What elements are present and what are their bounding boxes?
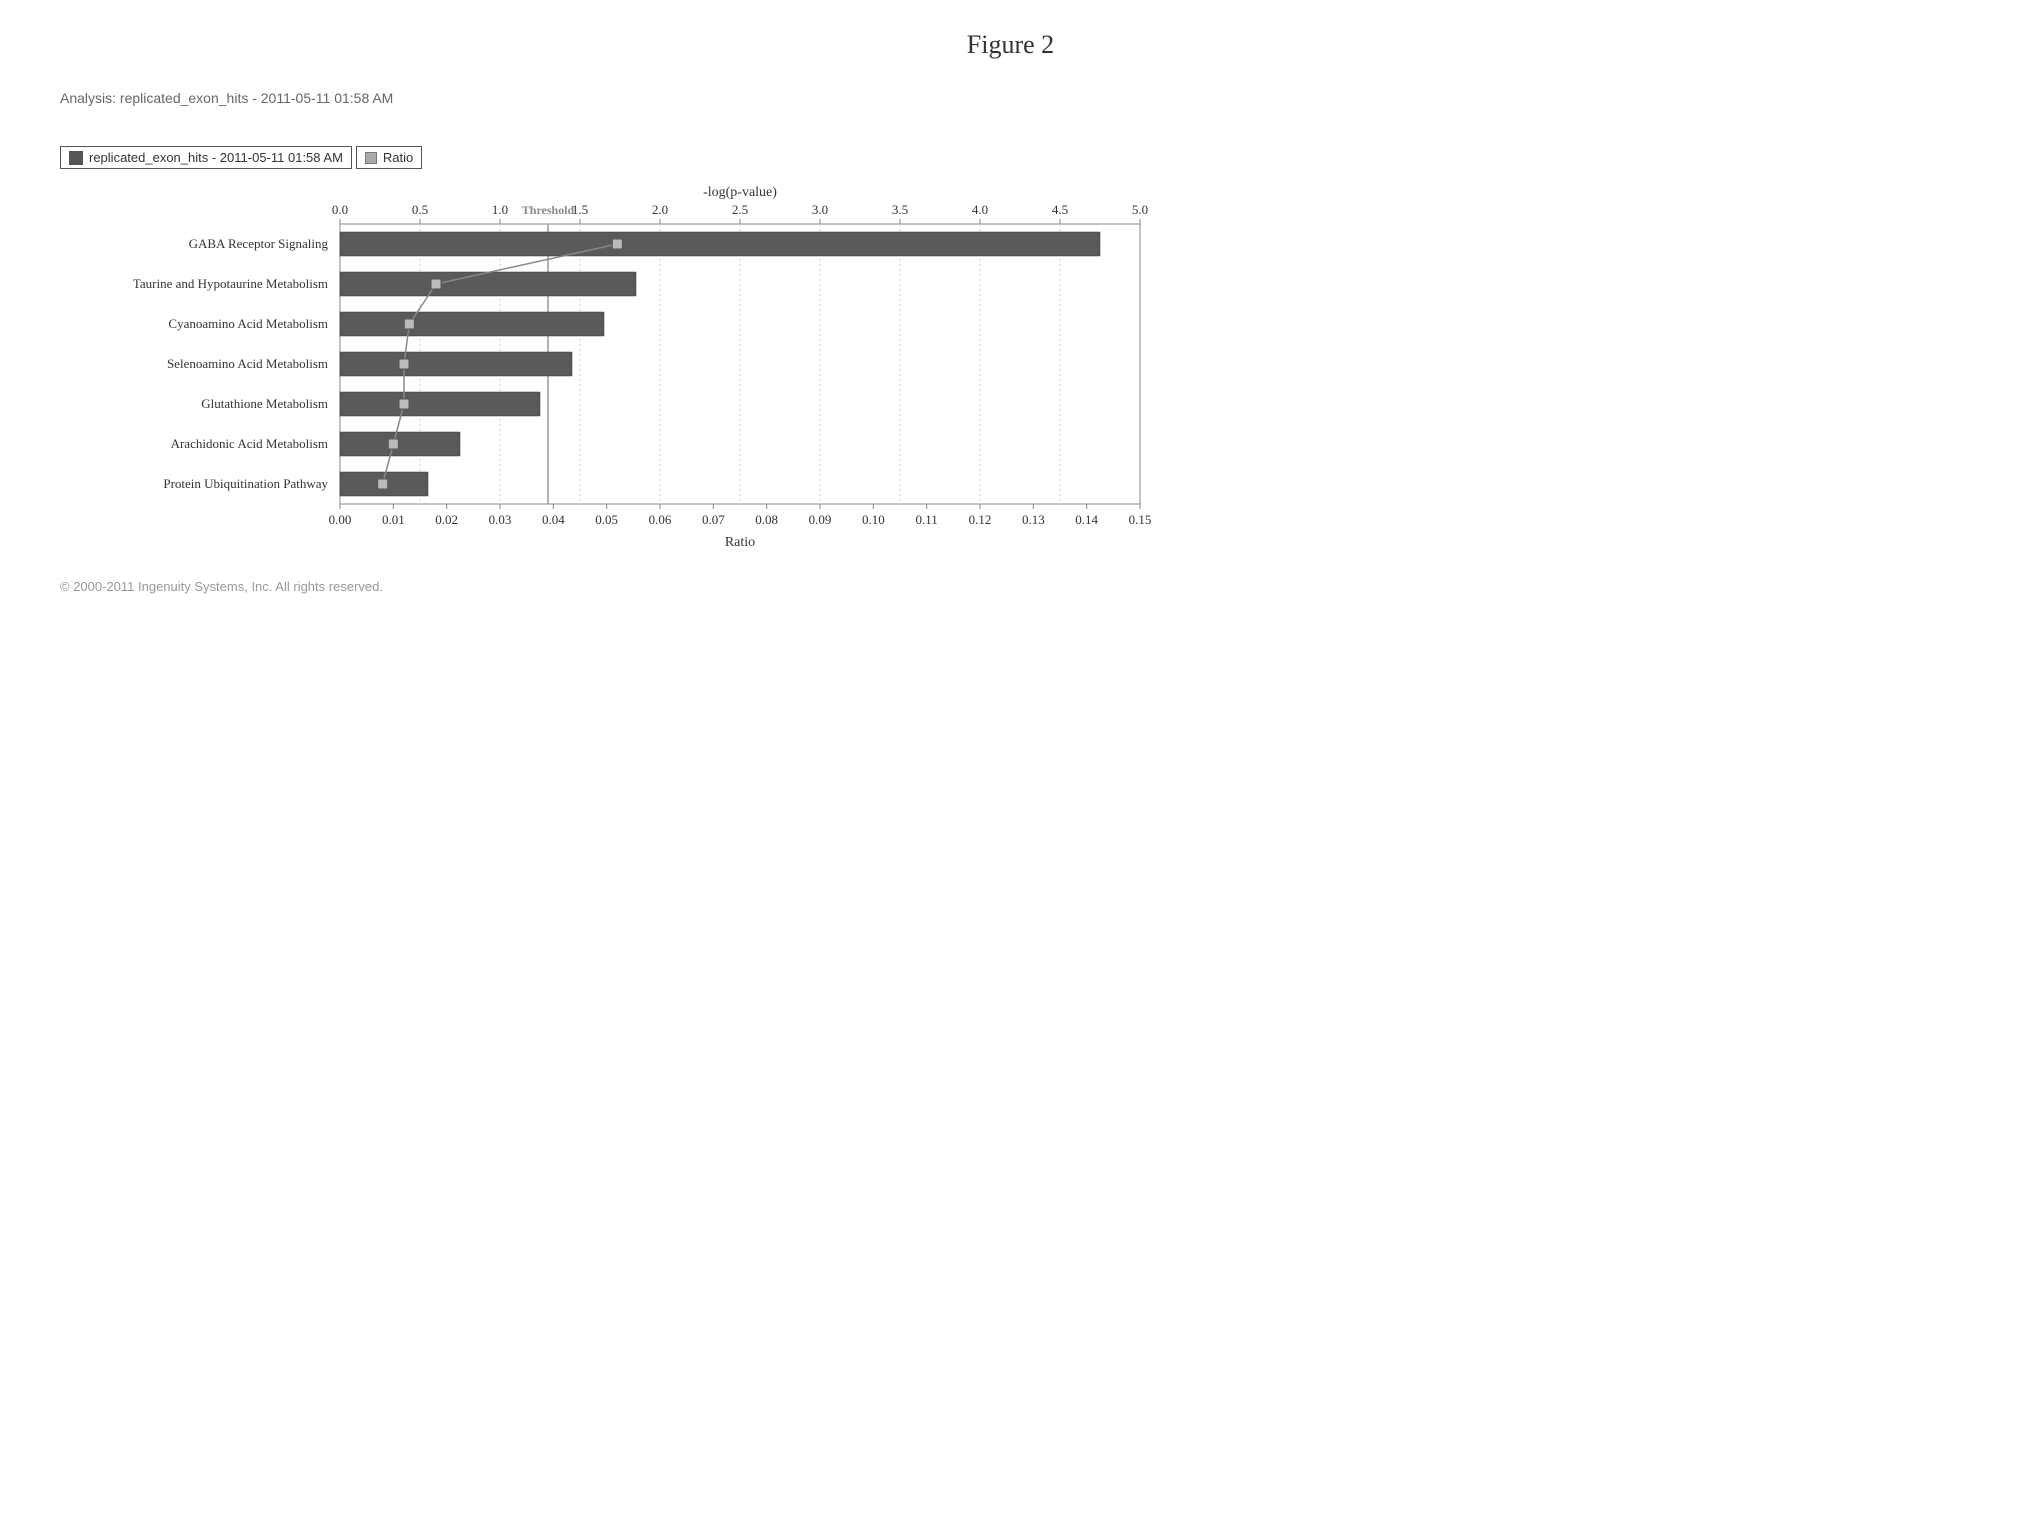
svg-text:0.06: 0.06: [649, 512, 672, 527]
legend-ratio-label: Ratio: [383, 150, 413, 165]
figure-title: Figure 2: [60, 30, 1961, 60]
svg-text:0.07: 0.07: [702, 512, 725, 527]
svg-text:Selenoamino Acid Metabolism: Selenoamino Acid Metabolism: [167, 356, 328, 371]
copyright-text: © 2000-2011 Ingenuity Systems, Inc. All …: [60, 579, 1961, 594]
svg-text:1.5: 1.5: [572, 202, 588, 217]
svg-text:Arachidonic Acid Metabolism: Arachidonic Acid Metabolism: [171, 436, 328, 451]
ratio-swatch-icon: [365, 152, 377, 164]
svg-text:0.13: 0.13: [1022, 512, 1045, 527]
svg-text:1.0: 1.0: [492, 202, 508, 217]
svg-text:Glutathione Metabolism: Glutathione Metabolism: [201, 396, 328, 411]
svg-text:0.12: 0.12: [969, 512, 992, 527]
svg-text:Threshold: Threshold: [522, 203, 575, 217]
svg-text:0.0: 0.0: [332, 202, 348, 217]
svg-text:0.14: 0.14: [1075, 512, 1098, 527]
svg-text:0.01: 0.01: [382, 512, 405, 527]
svg-text:0.09: 0.09: [809, 512, 832, 527]
svg-text:0.00: 0.00: [329, 512, 352, 527]
svg-text:GABA Receptor Signaling: GABA Receptor Signaling: [189, 236, 329, 251]
svg-text:0.03: 0.03: [489, 512, 512, 527]
svg-text:Protein Ubiquitination Pathway: Protein Ubiquitination Pathway: [163, 476, 328, 491]
svg-text:4.5: 4.5: [1052, 202, 1068, 217]
analysis-line: Analysis: replicated_exon_hits - 2011-05…: [60, 90, 1961, 106]
svg-text:3.0: 3.0: [812, 202, 828, 217]
svg-text:Cyanoamino Acid Metabolism: Cyanoamino Acid Metabolism: [168, 316, 328, 331]
svg-text:0.5: 0.5: [412, 202, 428, 217]
svg-text:4.0: 4.0: [972, 202, 988, 217]
svg-text:0.11: 0.11: [916, 512, 938, 527]
svg-text:0.04: 0.04: [542, 512, 565, 527]
svg-text:5.0: 5.0: [1132, 202, 1148, 217]
bar-swatch-icon: [69, 151, 83, 165]
svg-text:0.10: 0.10: [862, 512, 885, 527]
legend-series-label: replicated_exon_hits - 2011-05-11 01:58 …: [89, 150, 343, 165]
chart-container: 0.0 0.5 1.0 1.5 2.0 2.5 3.0 3.5 4.0 4.5 5.0 -log(p-…: [60, 179, 1961, 559]
legend: replicated_exon_hits - 2011-05-11 01:58 …: [60, 146, 1961, 169]
svg-text:-log(p-value): -log(p-value): [703, 185, 777, 200]
svg-text:0.02: 0.02: [435, 512, 458, 527]
svg-text:3.5: 3.5: [892, 202, 908, 217]
svg-text:2.5: 2.5: [732, 202, 748, 217]
pathway-chart: 0.0 0.5 1.0 1.5 2.0 2.5 3.0 3.5 4.0 4.5 5.0 -log(p-…: [60, 179, 1160, 559]
svg-text:2.0: 2.0: [652, 202, 668, 217]
svg-text:Ratio: Ratio: [725, 535, 755, 550]
legend-ratio: Ratio: [356, 146, 422, 169]
svg-text:Taurine and Hypotaurine Metabo: Taurine and Hypotaurine Metabolism: [133, 276, 328, 291]
svg-text:0.05: 0.05: [595, 512, 618, 527]
svg-text:0.15: 0.15: [1129, 512, 1152, 527]
legend-series: replicated_exon_hits - 2011-05-11 01:58 …: [60, 146, 352, 169]
svg-text:0.08: 0.08: [755, 512, 778, 527]
